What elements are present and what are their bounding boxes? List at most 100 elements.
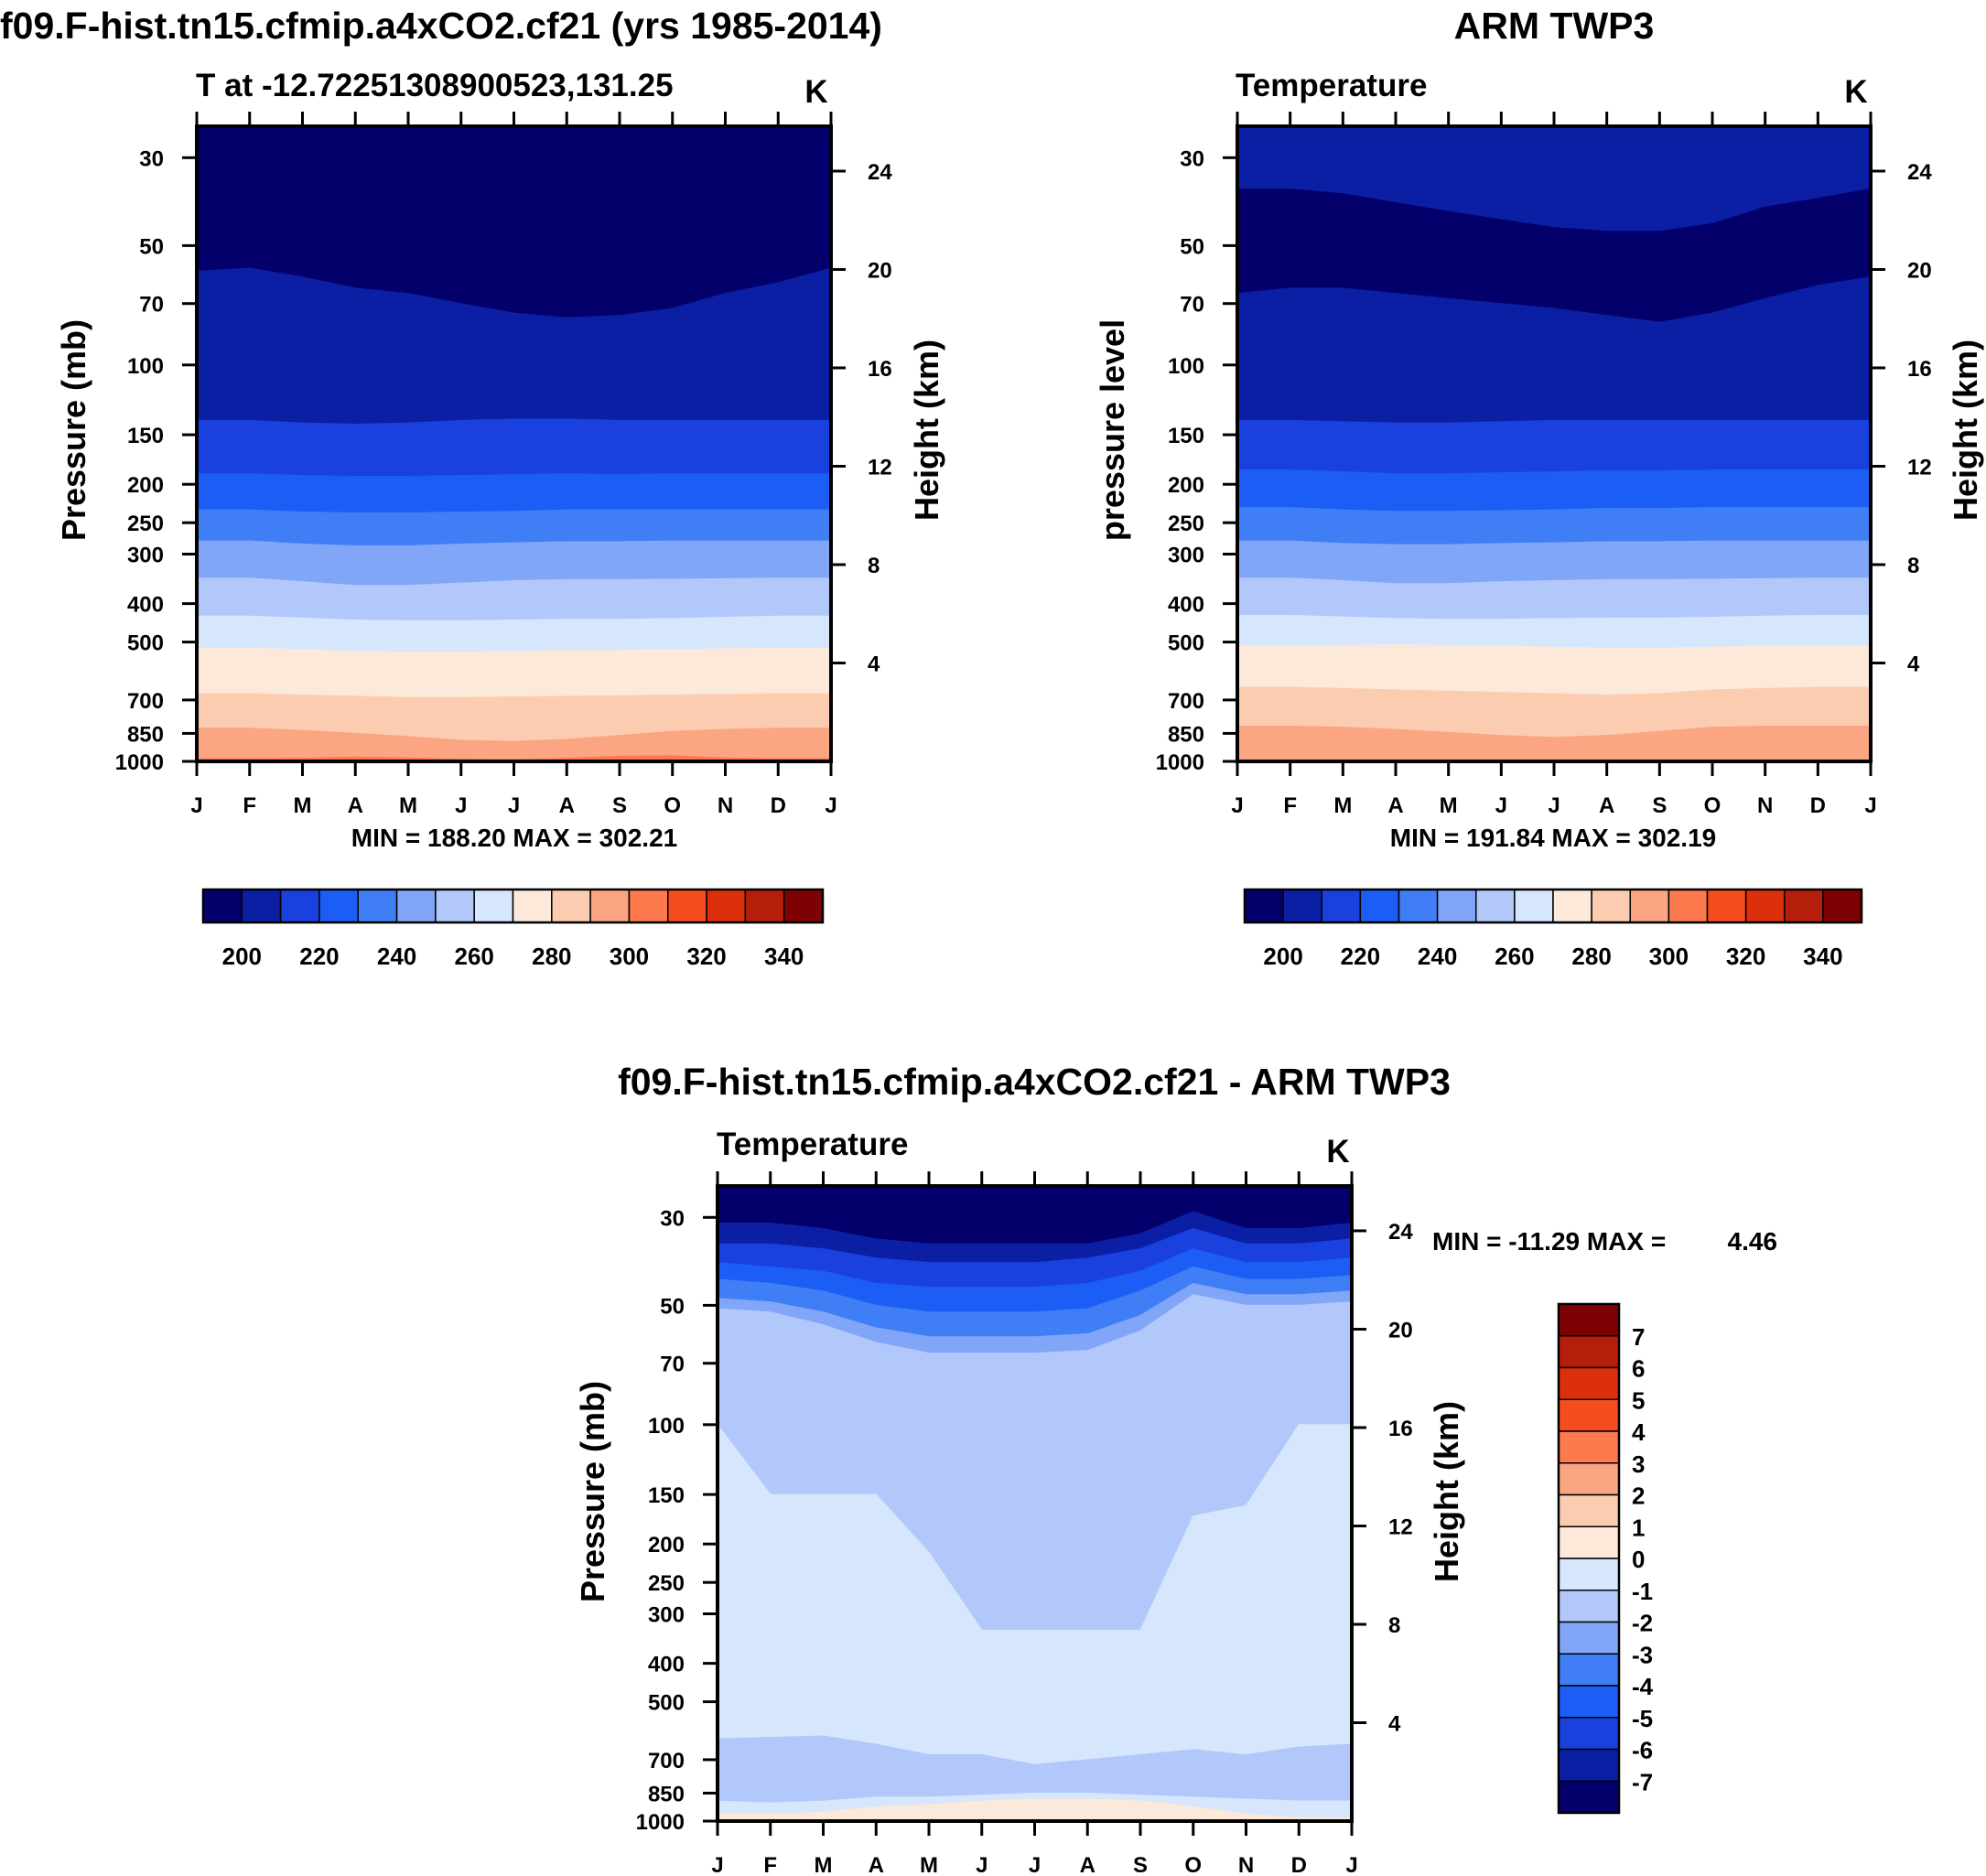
x-tick-label: A [869, 1853, 884, 1876]
y2-tick-label: 24 [1388, 1220, 1413, 1245]
x-tick-label: J [1345, 1853, 1357, 1876]
contour-band [197, 473, 831, 513]
contour-band [197, 577, 831, 621]
x-tick-label: O [664, 793, 681, 818]
y-tick-label: 70 [139, 293, 164, 318]
colorbar-swatch [744, 889, 785, 923]
y-tick-label: 50 [1180, 234, 1204, 259]
y-tick-label: 250 [648, 1571, 685, 1596]
colorbar-swatch [628, 889, 669, 923]
y-tick-label: 300 [127, 543, 164, 567]
colorbar-swatch [1359, 889, 1400, 923]
colorbar-swatch [589, 889, 631, 923]
colorbar-label: 220 [299, 943, 339, 970]
colorbar-frame [1557, 1302, 1621, 1815]
colorbar-swatch [512, 889, 553, 923]
x-tick-label: J [190, 793, 202, 818]
y-tick-label: 850 [127, 722, 164, 747]
y-tick-label: 200 [648, 1533, 685, 1558]
y-tick-label: 850 [1168, 722, 1204, 747]
colorbar-swatch [1321, 889, 1362, 923]
y-tick-label: 1000 [636, 1810, 685, 1835]
x-tick-label: A [1387, 793, 1403, 818]
colorbar-swatch [1558, 1780, 1620, 1814]
y-tick-label: 70 [1180, 293, 1204, 318]
y2-tick-label: 16 [1907, 357, 1932, 382]
x-tick-label: N [718, 793, 733, 818]
y-tick-label: 700 [1168, 689, 1204, 714]
colorbar-swatch [1558, 1303, 1620, 1337]
panel-diff-plot: J F M A M J J A S O N D J 30 50 70 100 150 200 250 300 400 500… [636, 1171, 1413, 1876]
colorbar-swatch [1244, 889, 1284, 923]
contour-band [1237, 644, 1871, 695]
x-tick-label: D [771, 793, 786, 818]
colorbar-swatch [318, 889, 359, 923]
colorbar-label: -1 [1632, 1578, 1653, 1605]
colorbar-swatch [241, 889, 282, 923]
y-tick-label: 150 [127, 424, 164, 448]
panel-obs-ylabel-right: Height (km) [1947, 340, 1984, 521]
y-tick-label: 700 [127, 689, 164, 714]
colorbar-swatch [1514, 889, 1554, 923]
colorbar-swatch [1475, 889, 1516, 923]
y2-tick-label: 8 [1907, 554, 1919, 578]
x-tick-label: M [399, 793, 417, 818]
y-tick-label: 100 [1168, 354, 1204, 379]
panel-obs: ARM TWP3 Temperature K J F M A M J J A S O N D J 30 50… [1094, 5, 1984, 970]
colorbar-swatch [1436, 889, 1477, 923]
colorbar-swatch [1558, 1590, 1620, 1623]
x-tick-label: M [920, 1853, 938, 1876]
colorbar-swatch [1558, 1335, 1620, 1369]
contour-band [1237, 507, 1871, 545]
panel-model-minmax: MIN = 188.20 MAX = 302.21 [351, 824, 677, 852]
colorbar-label: 340 [1803, 943, 1842, 970]
colorbar-swatch [1558, 1621, 1620, 1655]
contour-band [197, 418, 831, 478]
contour-band [1237, 419, 1871, 475]
y-tick-label: 400 [648, 1653, 685, 1677]
x-tick-label: J [825, 793, 836, 818]
colorbar-swatch [202, 889, 243, 923]
panel-model-subtitle: T at -12.72251308900523,131.25 [196, 68, 674, 103]
colorbar-label: 280 [1571, 943, 1611, 970]
colorbar-frame [201, 888, 825, 924]
y-tick-label: 300 [648, 1602, 685, 1627]
y-tick-label: 500 [648, 1691, 685, 1716]
colorbar-swatch [667, 889, 707, 923]
y-tick-label: 30 [1180, 146, 1204, 171]
colorbar-label: -6 [1632, 1737, 1653, 1764]
y-tick-label: 500 [1168, 631, 1204, 656]
y-tick-label: 700 [648, 1749, 685, 1774]
panel-model-units: K [804, 74, 827, 110]
y2-tick-label: 8 [1388, 1613, 1400, 1638]
y2-tick-label: 24 [868, 160, 892, 185]
y-tick-label: 500 [127, 631, 164, 656]
contour-band [197, 509, 831, 547]
y2-tick-label: 16 [1388, 1417, 1413, 1441]
colorbar-label: 260 [454, 943, 493, 970]
x-tick-label: J [1231, 793, 1243, 818]
x-tick-label: S [612, 793, 627, 818]
colorbar-label: -4 [1632, 1673, 1654, 1700]
colorbar-label: 300 [1649, 943, 1689, 970]
colorbar-swatch [395, 889, 437, 923]
colorbar-swatch [1706, 889, 1747, 923]
panel-diff-colorbar: 7 6 5 4 3 2 1 0 -1 -2 -3 -4 -5 -6 -7 [1557, 1302, 1654, 1815]
x-tick-label: J [711, 1853, 723, 1876]
colorbar-label: 340 [764, 943, 804, 970]
y-tick-label: 1000 [1156, 750, 1204, 775]
contour-band [197, 647, 831, 698]
colorbar-label: -7 [1632, 1768, 1653, 1795]
colorbar-swatch [1784, 889, 1824, 923]
y-tick-label: 200 [127, 473, 164, 498]
y2-tick-label: 12 [1388, 1515, 1413, 1539]
colorbar-swatch [1398, 889, 1439, 923]
y-tick-label: 300 [1168, 543, 1204, 567]
colorbar-swatch [1558, 1526, 1620, 1559]
x-tick-label: J [455, 793, 467, 818]
colorbar-swatch [1558, 1398, 1620, 1432]
panel-model-colorbar: 200 220 240 260 280 300 320 340 [201, 888, 825, 970]
colorbar-label: 5 [1632, 1386, 1645, 1414]
colorbar-label: 0 [1632, 1546, 1645, 1573]
y-tick-label: 250 [127, 512, 164, 536]
